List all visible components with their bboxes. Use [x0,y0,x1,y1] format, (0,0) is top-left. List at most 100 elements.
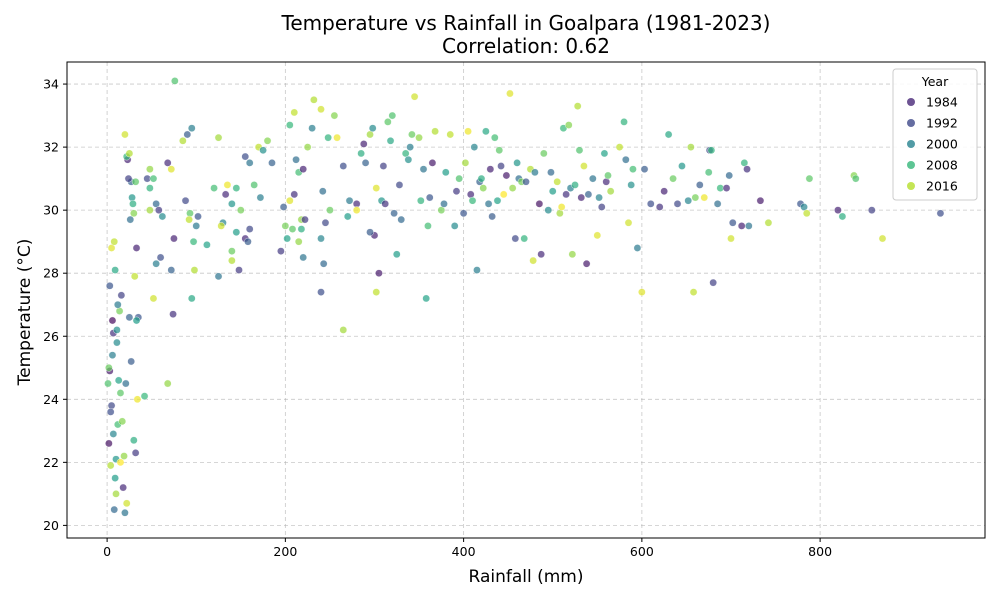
data-point [838,212,847,221]
data-point [241,152,250,161]
data-point [499,190,508,199]
data-point [130,209,138,218]
data-point [111,474,119,482]
data-point [310,96,318,104]
data-point [214,133,223,142]
data-point [126,215,135,224]
data-point [149,294,158,303]
data-point [431,127,439,136]
data-point [638,288,646,296]
data-point [321,218,330,227]
data-point [629,165,637,173]
data-point [468,196,477,205]
data-point [299,253,307,262]
data-point [299,165,307,173]
data-point [470,143,479,151]
data-point [324,133,332,142]
data-point [571,181,579,189]
y-tick-label: 20 [43,518,59,533]
legend-label: 2000 [926,137,958,152]
y-tick-label: 32 [43,140,59,155]
data-point [580,162,588,170]
data-point [125,313,134,322]
data-point [388,111,397,120]
data-point [584,190,593,199]
data-point [121,130,129,139]
data-point [800,203,808,211]
data-point [537,250,545,259]
data-point [167,266,176,274]
data-point [722,184,731,192]
data-point [695,181,704,189]
data-point [124,174,133,183]
data-point [678,162,686,170]
x-tick-label: 400 [452,544,476,559]
data-point [415,133,423,142]
y-tick-label: 24 [43,392,59,407]
data-point [878,234,887,243]
legend-marker [907,161,915,169]
data-point [308,124,316,132]
data-point [606,187,615,196]
data-point [297,225,306,233]
data-point [194,212,202,221]
data-point [105,363,113,372]
data-point [317,105,325,114]
data-point [167,165,176,173]
data-point [673,200,682,208]
data-point [192,222,201,230]
data-point [107,401,116,410]
y-axis-label: Temperature (°C) [15,239,35,387]
data-point [286,196,294,205]
data-point [764,218,773,227]
legend: Year 1984 1992 2000 2008 2016 [892,68,978,201]
data-point [595,193,603,202]
x-tick-label: 600 [630,544,654,559]
data-point [547,168,555,177]
data-point [459,209,468,218]
data-point [646,200,655,208]
data-point [110,505,119,514]
data-point [700,193,709,202]
data-point [223,181,232,189]
data-point [268,159,276,167]
data-point [556,209,564,218]
data-point [633,244,642,252]
x-tick-label: 0 [103,544,111,559]
data-point [106,408,115,416]
data-point [437,206,446,214]
data-point [179,137,187,145]
data-point [232,184,241,192]
data-point [535,200,544,208]
data-point [395,181,404,189]
data-point [281,222,290,230]
data-point [129,200,137,208]
data-point [491,133,499,142]
legend-entries: 1984 1992 2000 2008 2016 [907,95,958,194]
data-point [154,206,163,214]
data-point [664,130,673,139]
legend-label: 1992 [926,116,958,131]
data-point [214,272,223,281]
data-point [368,124,377,132]
data-point [511,234,520,243]
data-point [417,196,425,205]
legend-marker [907,182,915,190]
data-point [379,162,388,170]
data-point [562,190,570,199]
data-point [189,237,198,246]
data-point [133,395,142,404]
data-point [575,146,584,155]
plot-frame [66,61,986,539]
data-point [203,241,211,249]
data-point [743,165,751,173]
data-point [557,203,566,211]
data-point [361,159,370,167]
data-point [357,149,365,158]
data-point [486,165,495,173]
data-point [464,127,472,136]
data-point [290,108,299,117]
data-point [228,200,236,208]
data-point [384,118,392,126]
data-point [146,184,154,192]
